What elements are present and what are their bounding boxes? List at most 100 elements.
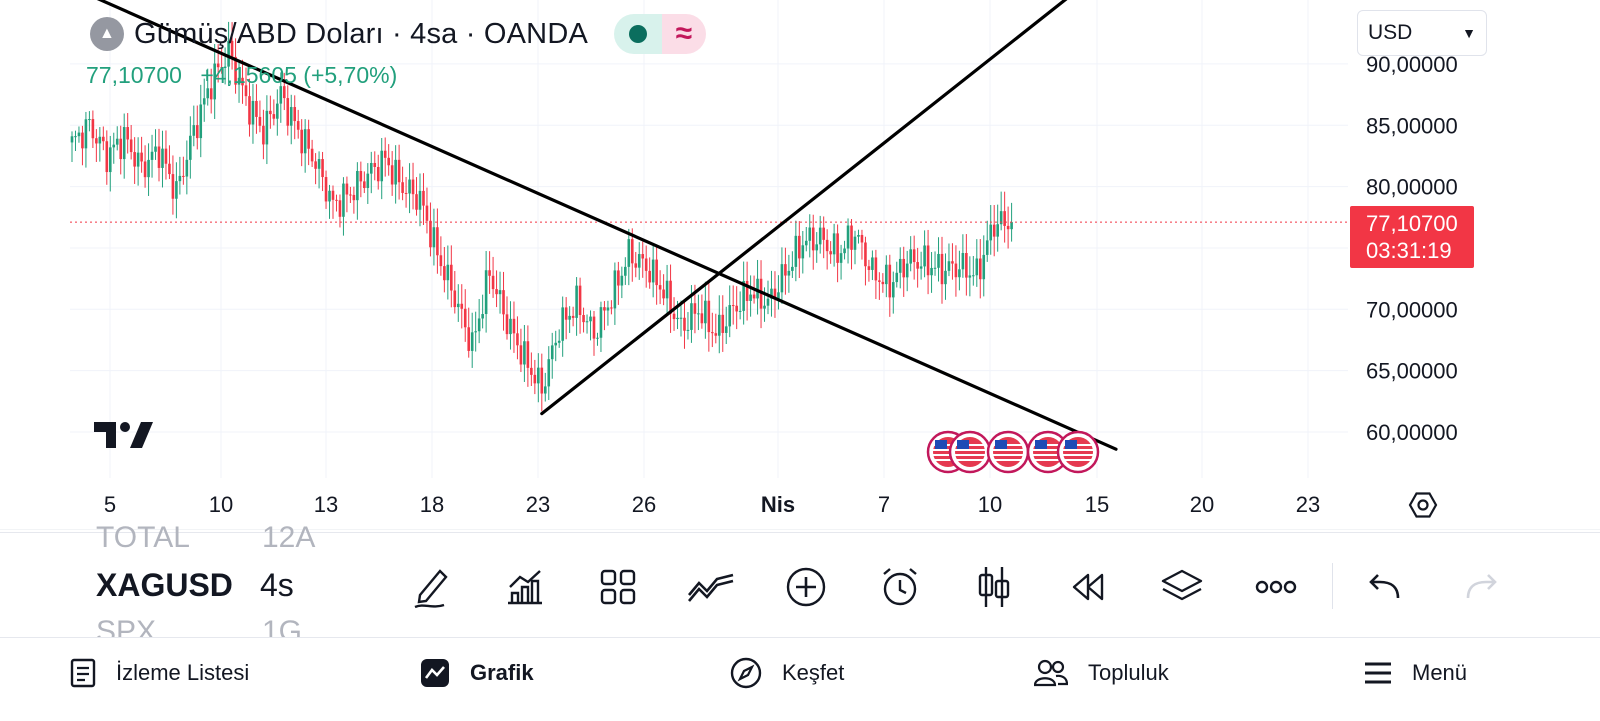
candle <box>704 281 707 339</box>
alert-button[interactable] <box>872 559 928 615</box>
candle <box>717 295 721 354</box>
alarm-icon <box>883 568 917 606</box>
candle <box>898 247 902 289</box>
nav-watchlist[interactable]: İzleme Listesi <box>70 638 249 708</box>
candle <box>648 257 651 289</box>
templates-button[interactable] <box>590 559 646 615</box>
candle <box>996 204 999 252</box>
nav-explore[interactable]: Keşfet <box>730 638 844 708</box>
candle <box>258 100 262 133</box>
candle <box>989 205 993 255</box>
layers-button[interactable] <box>1154 559 1210 615</box>
watchlist-interval-prev: 12A <box>262 521 316 554</box>
candle <box>655 245 658 305</box>
current-symbol[interactable]: XAGUSD <box>96 567 233 603</box>
grid-icon <box>600 569 636 605</box>
us-flag-event-icon[interactable] <box>1056 430 1100 474</box>
candle <box>745 261 749 321</box>
candle <box>843 240 846 260</box>
undo-button[interactable] <box>1358 559 1414 615</box>
candle <box>905 250 909 292</box>
chart-area[interactable]: 90,00000 85,00000 80,00000 70,00000 65,00000… <box>0 0 1600 530</box>
candle <box>564 297 568 340</box>
candle <box>154 129 157 160</box>
currency-select[interactable]: USD ▼ <box>1357 10 1487 56</box>
candle <box>237 59 241 103</box>
candle <box>383 137 387 177</box>
settings-icon[interactable] <box>1408 492 1438 518</box>
candle <box>359 161 363 198</box>
more-button[interactable] <box>1248 559 1304 615</box>
candlestick-series <box>70 21 1350 412</box>
candle <box>707 281 711 352</box>
candle <box>342 177 345 236</box>
price-axis[interactable]: 90,00000 85,00000 80,00000 70,00000 65,00000… <box>1366 52 1458 445</box>
candle <box>477 299 481 344</box>
time-axis[interactable]: 5 10 13 18 23 26 Nis 7 10 15 20 23 <box>104 492 1320 517</box>
compare-button[interactable] <box>684 559 740 615</box>
candle <box>491 256 495 298</box>
market-status-pill[interactable]: ≈ <box>614 14 706 54</box>
ascending-support-line[interactable] <box>540 0 1116 416</box>
candle <box>808 214 812 258</box>
candle <box>276 89 279 136</box>
candle <box>825 229 829 270</box>
candle <box>811 214 815 270</box>
descending-resistance-line[interactable] <box>37 0 1118 451</box>
us-flag-event-icon[interactable] <box>948 430 992 474</box>
nav-menu-label: Menü <box>1412 660 1468 685</box>
nav-menu[interactable]: Menü <box>1364 638 1467 708</box>
candle <box>951 243 954 280</box>
candle <box>589 310 592 341</box>
candle <box>161 130 164 188</box>
candle <box>446 245 450 300</box>
candle <box>272 99 276 126</box>
candle <box>933 251 937 276</box>
candle <box>885 255 888 298</box>
candle <box>641 241 645 278</box>
price-chart[interactable]: 90,00000 85,00000 80,00000 70,00000 65,00000… <box>0 0 1600 530</box>
symbol-title[interactable]: ▲ Gümüş/ABD Doları · 4sa · OANDA <box>90 14 588 54</box>
time-tick-label: 10 <box>978 492 1002 517</box>
us-flag-event-icon[interactable] <box>986 430 1030 474</box>
price-change: +4,15605 (+5,70%) <box>200 62 398 88</box>
watchlist-symbol-prev[interactable]: TOTAL <box>96 521 190 554</box>
candle <box>930 252 933 293</box>
candle <box>780 247 784 304</box>
candle <box>801 231 805 274</box>
candle <box>505 296 509 340</box>
candle <box>1006 206 1010 249</box>
candle <box>77 126 81 143</box>
candle <box>373 151 377 181</box>
candle <box>255 84 258 134</box>
current-interval[interactable]: 4s <box>260 567 294 603</box>
candle <box>248 78 251 137</box>
nav-chart[interactable]: Grafik <box>420 638 534 708</box>
economic-events[interactable] <box>926 430 1100 474</box>
candle <box>102 126 105 151</box>
add-button[interactable] <box>778 559 834 615</box>
people-icon <box>1034 659 1068 687</box>
candle <box>321 151 324 192</box>
trend-lines[interactable] <box>37 0 1118 451</box>
chart-type-button[interactable] <box>966 559 1022 615</box>
candle <box>864 236 867 286</box>
candle <box>533 359 537 395</box>
replay-button[interactable] <box>1060 559 1116 615</box>
redo-button[interactable] <box>1452 559 1508 615</box>
layers-icon <box>1161 569 1203 601</box>
candle <box>937 237 940 282</box>
candle <box>519 328 523 373</box>
indicators-button[interactable] <box>496 559 552 615</box>
nav-community[interactable]: Topluluk <box>1034 638 1169 708</box>
candle <box>724 306 728 345</box>
draw-tool-button[interactable] <box>402 559 458 615</box>
candle <box>836 224 839 283</box>
candle <box>874 249 878 300</box>
candle <box>895 261 899 288</box>
dots-icon <box>1255 580 1297 594</box>
candle <box>944 253 947 300</box>
candle <box>554 330 558 362</box>
candle <box>516 316 519 360</box>
candle <box>738 291 742 320</box>
